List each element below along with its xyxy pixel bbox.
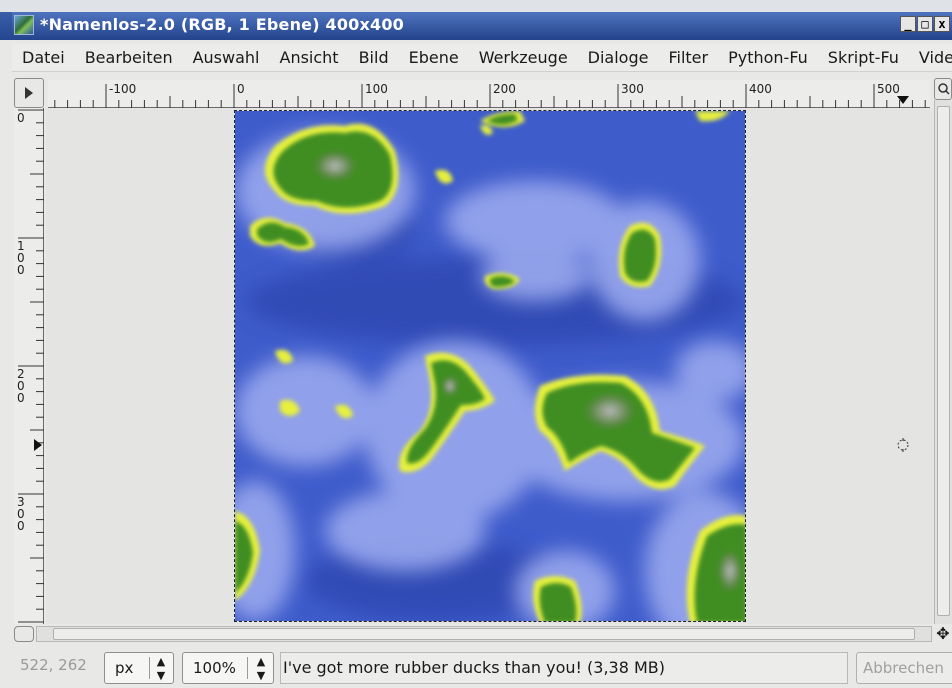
ruler-label: 2 — [17, 367, 25, 381]
window-title: *Namenlos-2.0 (RGB, 1 Ebene) 400x400 — [40, 15, 405, 34]
ruler-label: 0 — [17, 379, 25, 393]
title-bar-background — [12, 12, 952, 40]
horizontal-ruler-ticks: -100 0 100 200 300 400 500 — [54, 82, 926, 108]
plasma-terrain-image — [235, 111, 745, 621]
status-bar: 522, 262 px ▲ ▼ 100% ▲ ▼ I've got more rub… — [12, 648, 952, 688]
zoom-select-arrows-icon: ▲ ▼ — [256, 655, 266, 682]
ruler-label: 0 — [17, 519, 25, 533]
menu-datei[interactable]: Datei — [22, 47, 65, 67]
ruler-label: 0 — [17, 111, 25, 125]
menu-ansicht[interactable]: Ansicht — [279, 47, 339, 67]
maximize-button[interactable]: □ — [917, 16, 933, 32]
menu-bearbeiten[interactable]: Bearbeiten — [84, 47, 173, 67]
gimp-image-icon — [14, 15, 34, 35]
horizontal-scrollbar-thumb[interactable] — [53, 628, 915, 640]
menu-video[interactable]: Video — [918, 47, 952, 67]
ruler-label: 0 — [237, 82, 245, 96]
menu-skript-fu[interactable]: Skript-Fu — [827, 47, 899, 67]
crosshair-icon — [897, 438, 909, 452]
status-message: I've got more rubber ducks than you! (3,… — [280, 652, 848, 684]
ruler-label: 0 — [17, 391, 25, 405]
horizontal-ruler[interactable]: -100 0 100 200 300 400 500 — [48, 80, 930, 108]
ruler-label: 3 — [17, 495, 25, 509]
move-cross-icon[interactable]: ✥ — [936, 624, 950, 643]
ruler-label: 500 — [877, 82, 900, 96]
ruler-label: 0 — [17, 251, 25, 265]
unit-select[interactable]: px ▲ ▼ — [104, 652, 174, 684]
ruler-label: 0 — [17, 507, 25, 521]
ruler-label: 0 — [17, 263, 25, 277]
menu-bild[interactable]: Bild — [358, 47, 389, 67]
zoom-icon — [938, 83, 950, 95]
unit-value: px — [115, 659, 134, 677]
navigate-icon — [25, 87, 33, 99]
vertical-scrollbar-thumb[interactable] — [937, 106, 950, 616]
ruler-label: 100 — [365, 82, 388, 96]
horizontal-scrollbar[interactable] — [36, 626, 932, 642]
title-bar[interactable]: *Namenlos-2.0 (RGB, 1 Ebene) 400x400 _ □… — [0, 0, 952, 40]
minimize-button[interactable]: _ — [900, 16, 916, 32]
zoom-select-separator — [247, 657, 248, 679]
ruler-label: 1 — [17, 239, 25, 253]
close-button[interactable]: x — [934, 16, 950, 32]
zoom-select[interactable]: 100% ▲ ▼ — [182, 652, 274, 684]
quick-mask-toggle[interactable] — [14, 626, 34, 642]
cancel-button[interactable]: Abbrechen — [856, 652, 952, 684]
unit-select-separator — [149, 657, 150, 679]
navigate-button[interactable] — [14, 78, 44, 108]
ruler-pointer-marker — [897, 96, 909, 104]
menu-ebene[interactable]: Ebene — [408, 47, 459, 67]
ruler-label: -100 — [109, 82, 136, 96]
menu-python-fu[interactable]: Python-Fu — [728, 47, 808, 67]
menu-bar: Datei Bearbeiten Auswahl Ansicht Bild Eb… — [12, 44, 952, 72]
zoom-button[interactable] — [934, 78, 952, 100]
menu-werkzeuge[interactable]: Werkzeuge — [478, 47, 568, 67]
horizontal-scroll-row: ✥ — [14, 624, 952, 644]
unit-select-arrows-icon: ▲ ▼ — [156, 655, 166, 682]
image-canvas[interactable] — [234, 110, 746, 622]
zoom-value: 100% — [193, 659, 236, 677]
ruler-label: 400 — [749, 82, 772, 96]
vertical-scrollbar[interactable] — [934, 100, 952, 624]
ruler-pointer-marker — [34, 439, 42, 451]
menu-auswahl[interactable]: Auswahl — [192, 47, 260, 67]
pointer-coordinates: 522, 262 — [20, 656, 87, 674]
menu-filter[interactable]: Filter — [668, 47, 709, 67]
menu-dialoge[interactable]: Dialoge — [587, 47, 649, 67]
window-controls: _ □ x — [900, 16, 950, 32]
ruler-label: 200 — [493, 82, 516, 96]
ruler-label: 300 — [621, 82, 644, 96]
